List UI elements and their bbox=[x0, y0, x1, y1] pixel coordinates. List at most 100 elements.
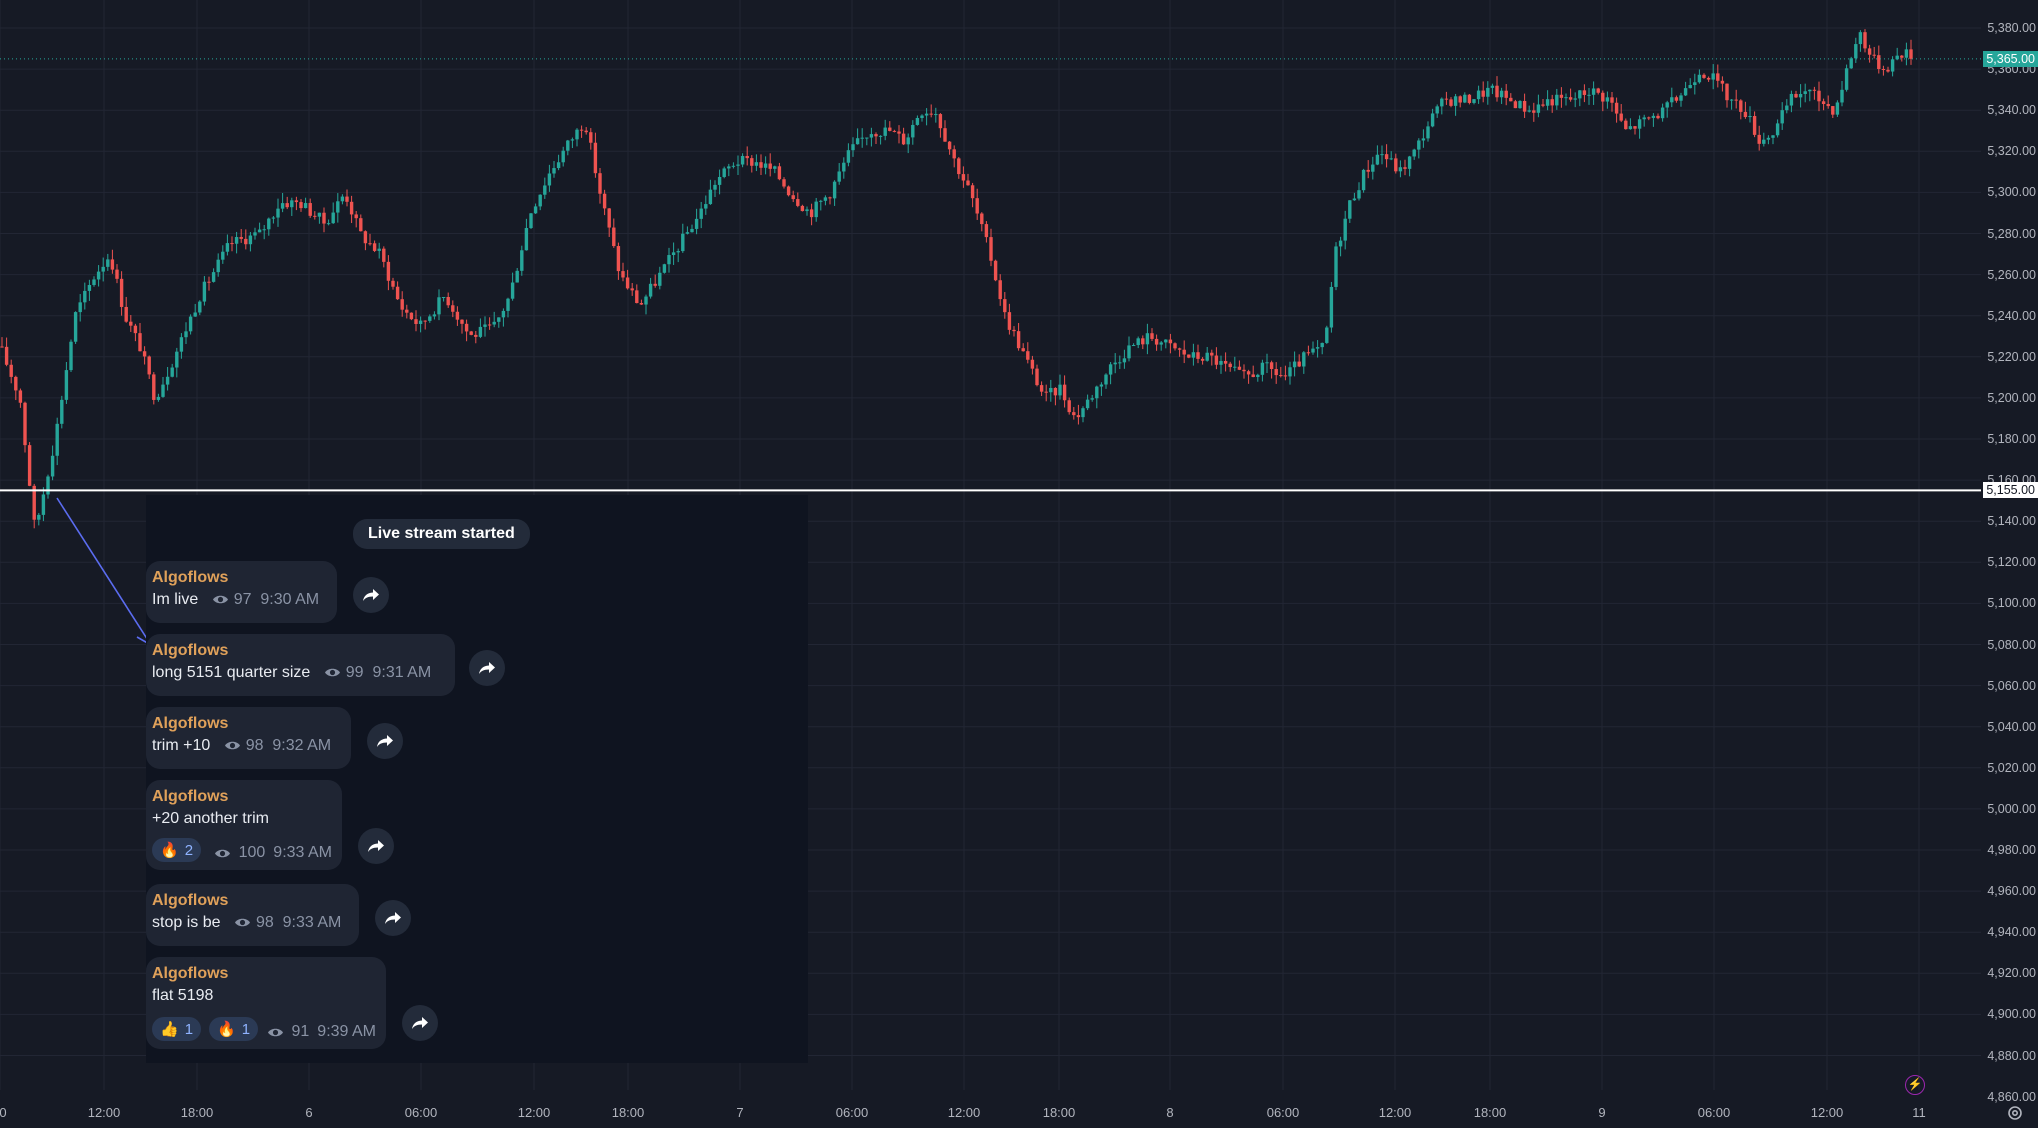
candle-body bbox=[1058, 384, 1062, 396]
candle-body bbox=[1504, 90, 1508, 98]
candle-body bbox=[1789, 93, 1794, 106]
candle-body bbox=[73, 312, 78, 342]
candle-body bbox=[1702, 74, 1706, 78]
candle-body bbox=[745, 156, 749, 159]
candle-body bbox=[469, 331, 473, 335]
candle-body bbox=[1872, 54, 1876, 56]
candle-body bbox=[331, 212, 335, 224]
chat-message: Algoflows Im live 97 9:30 AM bbox=[146, 561, 337, 623]
price-tick-label: 5,100.00 bbox=[1987, 596, 2036, 611]
time-tick-label: 12:00 bbox=[1810, 1105, 1844, 1120]
candle-body bbox=[1306, 352, 1311, 354]
candle-body bbox=[1067, 400, 1071, 413]
forward-icon bbox=[363, 589, 379, 601]
level-price-tag: 5,155.00 bbox=[1983, 482, 2038, 499]
reaction-count: 1 bbox=[184, 1020, 194, 1038]
candle-body bbox=[110, 259, 115, 270]
reaction-fire[interactable]: 🔥 2 bbox=[152, 838, 202, 862]
candle-body bbox=[276, 208, 280, 218]
candle-body bbox=[1440, 98, 1444, 107]
chat-message: Algoflows long 5151 quarter size 99 9:31… bbox=[146, 634, 455, 696]
price-axis[interactable]: 5,380.00 5,360.00 5,340.00 5,320.00 5,300.00… bbox=[1981, 0, 2038, 1128]
price-tick-label: 5,300.00 bbox=[1987, 185, 2036, 200]
candle-body bbox=[722, 168, 726, 177]
message-author: Algoflows bbox=[152, 788, 229, 805]
price-tick-label: 5,280.00 bbox=[1987, 226, 2036, 241]
forward-button[interactable] bbox=[358, 828, 394, 864]
price-tick-label: 5,200.00 bbox=[1987, 390, 2036, 405]
candle-body bbox=[1734, 99, 1738, 101]
candle-body bbox=[1683, 88, 1688, 96]
candle-body bbox=[616, 246, 621, 272]
candle-body bbox=[1412, 149, 1416, 157]
candle-body bbox=[533, 206, 538, 214]
forward-button[interactable] bbox=[375, 900, 411, 936]
candle-body bbox=[625, 277, 630, 289]
reaction-count: 1 bbox=[241, 1020, 251, 1038]
candle-body bbox=[1637, 119, 1642, 129]
candle-body bbox=[363, 231, 368, 244]
candle-body bbox=[1518, 100, 1522, 109]
forward-button[interactable] bbox=[367, 723, 403, 759]
candle-body bbox=[1150, 333, 1154, 339]
candle-body bbox=[1403, 167, 1407, 169]
candle-body bbox=[1329, 286, 1334, 328]
candle-body bbox=[1826, 104, 1830, 107]
candle-body bbox=[1016, 331, 1021, 349]
candlestick-chart[interactable] bbox=[0, 0, 1981, 1095]
candle-body bbox=[1062, 384, 1067, 401]
candle-body bbox=[1421, 138, 1426, 141]
candle-body bbox=[368, 243, 372, 245]
candle-body bbox=[1490, 85, 1495, 88]
candle-body bbox=[510, 282, 515, 299]
lightning-icon[interactable]: ⚡ bbox=[1905, 1075, 1925, 1095]
time-tick-label: 18:00 bbox=[1473, 1105, 1507, 1120]
candle-body bbox=[41, 494, 46, 515]
candle-body bbox=[1242, 369, 1246, 372]
price-tick-label: 5,000.00 bbox=[1987, 801, 2036, 816]
candle-body bbox=[156, 396, 161, 400]
candle-body bbox=[1605, 97, 1610, 102]
forward-button[interactable] bbox=[353, 577, 389, 613]
candle-body bbox=[1141, 338, 1145, 345]
candle-body bbox=[1886, 69, 1890, 72]
candle-body bbox=[1656, 115, 1660, 119]
reaction-fire[interactable]: 🔥 1 bbox=[209, 1017, 259, 1041]
reaction-thumbs-up[interactable]: 👍 1 bbox=[152, 1017, 202, 1041]
message-author: Algoflows bbox=[152, 892, 229, 909]
candle-body bbox=[1127, 345, 1131, 359]
candle-body bbox=[1513, 101, 1518, 109]
candle-body bbox=[1587, 94, 1591, 96]
forward-button[interactable] bbox=[469, 650, 505, 686]
candle-body bbox=[133, 325, 138, 334]
time-axis[interactable]: 0 12:00 18:00 6 06:00 12:00 18:00 7 06:00 12:00 18… bbox=[0, 1095, 1981, 1128]
candle-body bbox=[1803, 91, 1807, 94]
candle-body bbox=[1739, 100, 1743, 112]
message-time: 9:39 AM bbox=[317, 1023, 376, 1040]
candle-body bbox=[1725, 83, 1729, 101]
chat-message: Algoflows stop is be 98 9:33 AM bbox=[146, 884, 359, 946]
candle-body bbox=[294, 200, 299, 203]
candle-body bbox=[1265, 362, 1269, 364]
candle-body bbox=[460, 319, 464, 324]
candle-body bbox=[354, 214, 358, 219]
message-author: Algoflows bbox=[152, 965, 229, 982]
candle-body bbox=[1651, 115, 1656, 118]
candle-body bbox=[1334, 246, 1338, 287]
forward-button[interactable] bbox=[402, 1005, 438, 1041]
candle-body bbox=[1053, 387, 1058, 396]
annotation-arrow-line bbox=[56, 497, 152, 646]
candle-body bbox=[639, 303, 644, 305]
candle-body bbox=[184, 331, 188, 338]
candle-body bbox=[1697, 74, 1702, 83]
candle-body bbox=[1849, 58, 1853, 69]
candle-body bbox=[432, 314, 437, 317]
candle-body bbox=[1145, 333, 1150, 345]
candle-body bbox=[32, 485, 36, 520]
candle-body bbox=[1104, 374, 1108, 385]
price-tick-label: 5,060.00 bbox=[1987, 678, 2036, 693]
forward-icon bbox=[385, 912, 401, 924]
price-tick-label: 5,120.00 bbox=[1987, 555, 2036, 570]
candle-body bbox=[635, 290, 639, 304]
gear-icon[interactable] bbox=[2007, 1105, 2023, 1121]
